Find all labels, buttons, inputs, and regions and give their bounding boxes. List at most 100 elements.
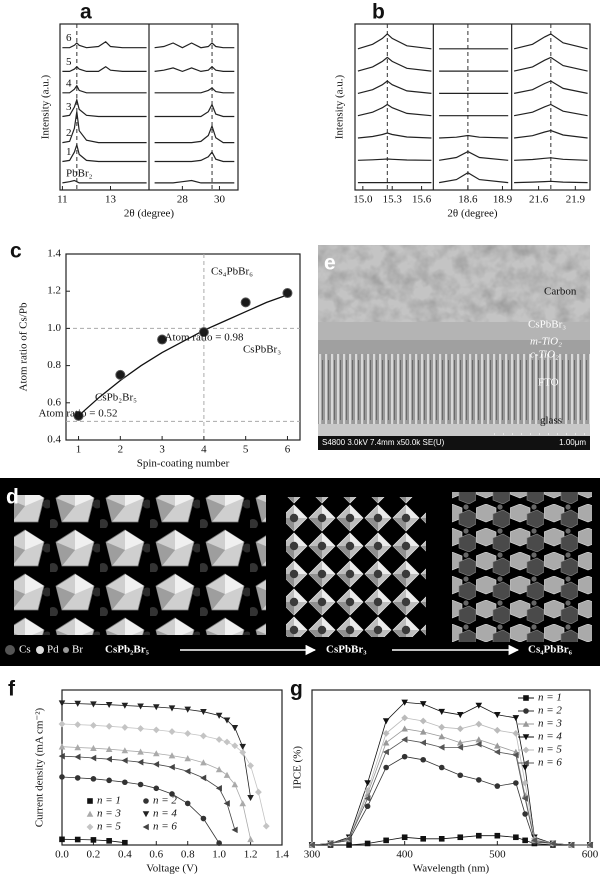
marker [223,800,230,807]
marker [59,774,65,780]
marker [152,704,160,711]
panel-label: c [10,240,22,263]
marker [475,736,483,743]
marker [152,750,160,757]
plot-frame [61,689,283,846]
marker [346,842,352,848]
layer-label: Carbon [544,286,577,298]
marker [168,705,176,712]
marker [90,721,97,729]
phase-label: CsPbBr₃ [326,644,367,656]
chart-panel: 1 2 3 4 5 6 0.4 0.6 0.8 1.0 1.2 1.4 Spin-coating num… [10,240,301,470]
marker [512,751,519,759]
legend-label: n = 6 [153,821,177,833]
plot-frame [59,23,239,191]
phase-label: Cs₄PbBr₆ [528,644,573,656]
legend-label: n = 6 [538,757,562,769]
legend-label: n = 1 [97,795,121,807]
sem-info: S4800 3.0kV 7.4mm x50.0k SE(U) [322,438,445,447]
marker [494,783,501,789]
plot-frame [65,253,301,441]
marker [137,781,144,788]
series-label: 6 [66,32,72,44]
series-line [62,84,235,94]
marker [456,712,464,719]
marker [121,724,129,731]
x-tick-label: 300 [304,849,321,861]
marker [247,836,254,843]
marker [475,702,483,709]
panel-label: d [6,486,19,509]
structure-panel: d Cs Pd Br CsPb₂Br₅ CsPbBr₃ Cs₄PbBr₆ [0,478,600,666]
marker [74,836,81,843]
marker [383,764,389,771]
marker [223,717,231,724]
x-tick-label: 15.3 [383,194,403,206]
x-tick-label: 600 [582,849,599,861]
marker [364,840,371,847]
marker [184,730,192,737]
scale-label: 1.00μm [559,438,586,447]
marker [345,835,352,843]
marker [200,732,207,740]
sem-image: e Carbon CsPbBr₃ m-TiO₂ c-TiO₂ FTO glass… [318,245,590,450]
fto-layer [318,354,590,424]
x-tick-label: 1.4 [275,849,289,861]
marker [586,841,593,849]
marker [74,744,82,751]
marker [522,811,528,817]
marker [200,708,207,716]
marker [523,708,529,714]
annotation: Cs₄PbBr₆ [211,266,253,278]
series-line [357,56,588,72]
marker [522,734,530,741]
marker [137,725,144,732]
marker [494,748,501,756]
atom-label: Cs [19,644,31,656]
tio2-layer [318,340,590,354]
marker [58,700,66,707]
series-line [62,97,235,118]
y-axis-label: IPCE (%) [292,746,304,789]
panel-label: g [290,678,303,701]
marker [90,744,97,752]
marker [231,725,239,732]
marker [122,779,128,786]
x-tick-label: 15.6 [412,194,432,206]
marker [438,836,445,842]
marker [531,837,538,844]
marker [168,752,176,759]
marker [438,764,445,771]
glass-layer [318,424,590,436]
annotation: CsPbBr₃ [243,344,281,356]
marker [137,748,144,755]
marker [90,701,97,708]
series-line [62,111,235,144]
marker [382,730,390,737]
marker [456,744,464,751]
layer-label: CsPbBr₃ [528,319,566,331]
y-tick-label: 0.6 [47,396,61,408]
marker [74,775,81,781]
y-tick-label: 0.4 [47,434,61,446]
marker [438,723,446,731]
x-tick-label: 18.9 [493,194,513,206]
marker [493,726,501,734]
x-tick-label: 1.2 [244,849,258,861]
structure-cspbbr3 [286,497,426,637]
x-tick-label: 28 [177,194,189,206]
marker [105,722,113,730]
marker [419,717,427,725]
marker [419,728,427,735]
atom-legend-pd [36,646,44,654]
series-line [311,756,590,846]
marker [239,743,247,751]
y-axis-label: Current density (mA cm⁻²) [34,707,46,827]
marker [74,721,82,728]
marker [364,803,371,810]
marker [419,701,427,708]
marker [87,798,93,804]
atom-label: Pd [47,644,59,656]
marker [494,832,501,839]
